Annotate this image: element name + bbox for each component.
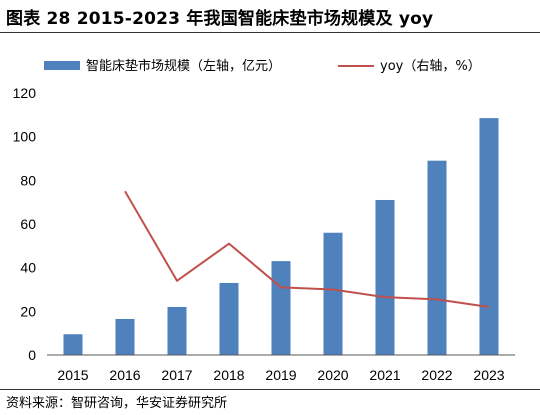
- figure-title: 图表 28 2015-2023 年我国智能床垫市场规模及 yoy: [6, 9, 434, 29]
- x-tick-label-2022: 2022: [421, 367, 452, 383]
- bars: [63, 118, 499, 355]
- title-rule: [0, 32, 540, 33]
- x-tick-label-2017: 2017: [161, 367, 192, 383]
- y-axis: 0 20 40 60 80 100 120: [13, 85, 37, 363]
- x-tick-label-2019: 2019: [265, 367, 296, 383]
- bar-2016: [115, 318, 135, 355]
- source-note: 资料来源：智研咨询，华安证券研究所: [6, 396, 228, 411]
- bar-2022: [427, 160, 447, 355]
- y-tick-label: 120: [13, 85, 37, 101]
- y-tick-label: 60: [20, 216, 36, 232]
- bar-2021: [375, 199, 395, 355]
- bar-2015: [63, 334, 83, 355]
- x-tick-label-2018: 2018: [213, 367, 244, 383]
- x-tick-label-2023: 2023: [473, 367, 504, 383]
- bar-2019: [271, 261, 291, 355]
- chart: 智能床垫市场规模（左轴，亿元） yoy（右轴，%） 0 20 40 60 80 100 12…: [13, 58, 515, 383]
- legend-bar-swatch: [44, 61, 80, 70]
- bar-2017: [167, 306, 187, 355]
- y-tick-label: 80: [20, 172, 36, 188]
- y-tick-label: 100: [13, 129, 37, 145]
- x-tick-label-2015: 2015: [57, 367, 88, 383]
- y-tick-label: 0: [28, 347, 36, 363]
- y-tick-label: 20: [20, 303, 36, 319]
- legend: 智能床垫市场规模（左轴，亿元） yoy（右轴，%）: [44, 58, 481, 74]
- x-tick-label-2021: 2021: [369, 367, 400, 383]
- x-tick-label-2016: 2016: [109, 367, 140, 383]
- source-rule: [0, 389, 540, 390]
- x-axis: 2015 2016 2017 2018 2019 2020 2021 2022 2023: [57, 367, 504, 383]
- legend-bar-label: 智能床垫市场规模（左轴，亿元）: [86, 58, 281, 74]
- yoy-line: [124, 190, 490, 308]
- bar-2018: [219, 282, 239, 355]
- bar-2020: [323, 232, 343, 355]
- bar-2023: [479, 118, 499, 355]
- x-tick-label-2020: 2020: [317, 367, 348, 383]
- y-tick-label: 40: [20, 260, 36, 276]
- legend-line-label: yoy（右轴，%）: [380, 59, 481, 74]
- yoy-line-series: [124, 190, 490, 308]
